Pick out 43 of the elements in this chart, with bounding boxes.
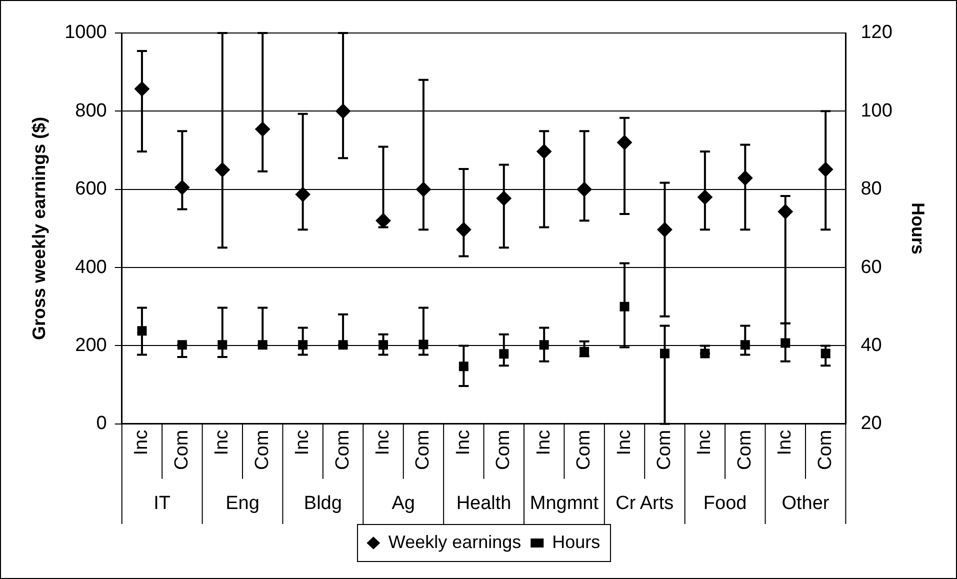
text: Ag xyxy=(392,493,415,514)
text: Mngmnt xyxy=(530,493,600,514)
x-tick-label: Inc xyxy=(452,430,474,456)
y2-tick-label: 20 xyxy=(860,413,882,434)
y-tick-label: 1000 xyxy=(64,22,107,44)
x-tick-label: Inc xyxy=(774,430,796,456)
text: Other xyxy=(782,493,830,514)
y-axis-title: Gross weekly earnings ($) xyxy=(28,116,49,340)
y-tick-label: 800 xyxy=(75,100,107,122)
x-tick-label: Com xyxy=(412,430,434,470)
text: Cr Arts xyxy=(616,493,674,514)
y2-tick-label: 60 xyxy=(860,256,882,278)
x-tick-label: Inc xyxy=(292,430,314,456)
y-tick-label: 400 xyxy=(75,256,107,278)
y2-tick-label: 40 xyxy=(860,334,882,356)
y2-tick-label: 100 xyxy=(860,100,892,122)
text: Bldg xyxy=(304,493,342,514)
x-tick-label: Com xyxy=(332,430,354,470)
x-tick-label: Inc xyxy=(614,430,635,456)
x-tick-label: Com xyxy=(574,430,595,470)
x-tick-label: Com xyxy=(493,430,514,470)
x-tick-label: Com xyxy=(654,430,675,470)
x-tick-label: Com xyxy=(252,430,273,470)
text: IT xyxy=(154,493,171,514)
x-tick-label: Com xyxy=(814,430,836,470)
text: Health xyxy=(456,493,512,514)
x-tick-label: Inc xyxy=(131,430,152,456)
text: Food xyxy=(703,493,747,514)
y2-axis-title: Hours xyxy=(908,202,928,254)
text: Eng xyxy=(226,493,260,514)
x-tick-label: Inc xyxy=(212,430,233,456)
x-tick-label: Inc xyxy=(533,430,554,456)
y-tick-label: 0 xyxy=(96,413,107,434)
legend-label: Hours xyxy=(552,532,600,552)
legend-label: Weekly earnings xyxy=(388,532,522,552)
x-tick-label: Com xyxy=(171,430,192,470)
y2-tick-label: 80 xyxy=(860,178,882,200)
y2-tick-label: 120 xyxy=(860,22,892,44)
y-tick-label: 200 xyxy=(75,334,107,356)
x-tick-label: Inc xyxy=(372,430,394,456)
x-tick-label: Inc xyxy=(694,430,716,456)
x-tick-label: Com xyxy=(734,430,756,470)
y-tick-label: 600 xyxy=(75,178,107,200)
